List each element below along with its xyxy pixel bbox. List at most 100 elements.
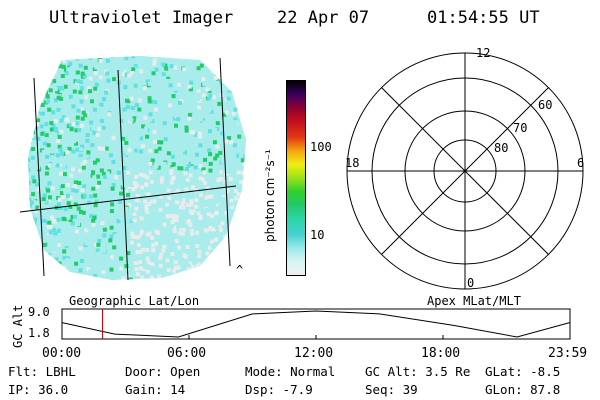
mlat-label-60: 60 [538, 98, 553, 112]
image-pixel [226, 96, 231, 101]
image-pixel [83, 65, 88, 70]
image-pixel [195, 96, 200, 101]
image-pixel [157, 280, 161, 284]
image-pixel [160, 57, 165, 62]
image-pixel [134, 197, 139, 202]
image-pixel [207, 108, 212, 113]
image-pixel [132, 119, 137, 124]
image-pixel [180, 155, 185, 159]
image-pixel [238, 72, 242, 77]
image-pixel [243, 191, 246, 196]
image-pixel [215, 127, 220, 131]
image-pixel [119, 215, 123, 220]
image-pixel [116, 140, 121, 145]
image-pixel [28, 180, 31, 185]
image-pixel [43, 67, 48, 72]
image-pixel [181, 228, 186, 232]
image-pixel [41, 56, 46, 58]
image-pixel [194, 177, 199, 182]
image-pixel [135, 250, 140, 254]
image-pixel [65, 258, 70, 262]
image-pixel [204, 96, 209, 101]
image-pixel [167, 196, 172, 201]
image-pixel [207, 148, 212, 153]
image-pixel [188, 222, 193, 227]
image-pixel [173, 260, 178, 265]
image-pixel [102, 171, 106, 176]
mlt-label-12: 12 [476, 46, 491, 60]
image-pixel [178, 101, 182, 105]
image-pixel [159, 179, 164, 184]
image-pixel [131, 75, 136, 80]
image-pixel [139, 163, 143, 168]
image-pixel [30, 243, 35, 248]
image-pixel [74, 128, 79, 133]
image-pixel [173, 134, 178, 139]
image-pixel [36, 118, 41, 123]
image-pixel [189, 202, 194, 207]
image-pixel [102, 174, 107, 179]
image-pixel [44, 122, 49, 127]
image-pixel [243, 59, 246, 63]
image-pixel [173, 265, 178, 270]
image-pixel [128, 153, 133, 158]
image-pixel [154, 149, 159, 154]
image-pixel [88, 194, 93, 199]
image-pixel [28, 66, 30, 71]
image-pixel [205, 143, 210, 148]
image-pixel [165, 202, 170, 207]
image-pixel [113, 233, 118, 238]
image-pixel [172, 69, 177, 74]
image-pixel [86, 267, 91, 272]
image-pixel [39, 107, 44, 112]
image-pixel [126, 170, 131, 175]
image-pixel [68, 281, 72, 285]
image-pixel [167, 72, 172, 77]
image-pixel [208, 152, 213, 157]
image-pixel [194, 204, 199, 209]
image-pixel [170, 252, 175, 256]
image-pixel [166, 268, 171, 272]
image-pixel [112, 204, 117, 209]
image-pixel [193, 57, 197, 62]
image-pixel [243, 247, 246, 252]
image-pixel [229, 198, 234, 203]
image-pixel [29, 278, 34, 280]
image-pixel [186, 164, 191, 169]
image-pixel [198, 131, 202, 136]
image-pixel [166, 76, 171, 81]
image-pixel [66, 77, 71, 82]
image-pixel [182, 277, 187, 280]
image-pixel [169, 224, 174, 229]
image-pixel [64, 157, 69, 162]
image-pixel [140, 275, 145, 280]
image-pixel [66, 193, 70, 198]
image-pixel [40, 153, 45, 158]
image-pixel [39, 263, 44, 268]
image-pixel [190, 244, 194, 249]
image-pixel [183, 254, 188, 259]
image-pixel [58, 171, 63, 176]
image-pixel [30, 101, 35, 106]
image-pixel [197, 105, 202, 110]
image-pixel [62, 172, 67, 177]
image-pixel [63, 95, 68, 100]
image-pixel [117, 260, 122, 265]
image-pixel [52, 262, 57, 267]
image-pixel [47, 263, 52, 268]
image-pixel [59, 214, 63, 219]
image-pixel [148, 148, 153, 153]
image-pixel [37, 62, 42, 67]
image-pixel [143, 115, 148, 120]
image-pixel [64, 251, 69, 256]
image-pixel [184, 167, 189, 172]
image-pixel [156, 165, 161, 170]
image-pixel [171, 94, 176, 99]
image-pixel [242, 214, 246, 219]
image-pixel [69, 173, 74, 178]
image-pixel [165, 191, 170, 196]
image-pixel [189, 199, 194, 204]
image-pixel [214, 237, 219, 242]
image-pixel [168, 108, 173, 113]
image-pixel [232, 168, 237, 173]
